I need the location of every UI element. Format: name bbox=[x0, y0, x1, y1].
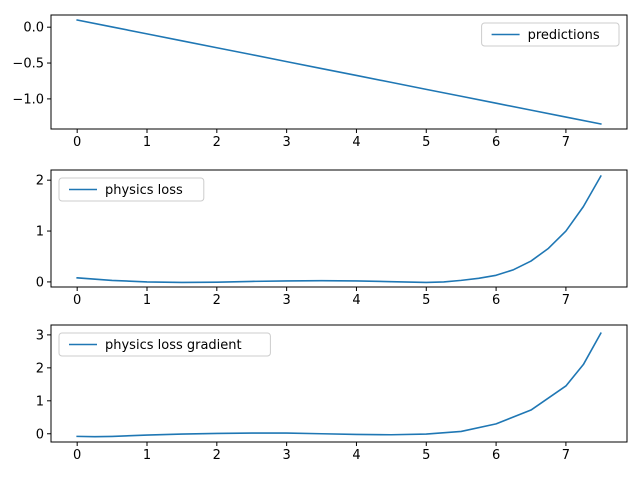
x-tick-label: 0 bbox=[73, 448, 81, 463]
y-tick-label: 0 bbox=[36, 427, 44, 442]
legend-label: physics loss gradient bbox=[105, 338, 242, 353]
x-tick-label: 6 bbox=[492, 448, 500, 463]
legend-label: predictions bbox=[528, 28, 600, 43]
x-tick-label: 2 bbox=[213, 135, 221, 150]
x-tick-label: 4 bbox=[352, 448, 360, 463]
x-tick-label: 6 bbox=[492, 293, 500, 308]
x-tick-label: 0 bbox=[73, 135, 81, 150]
y-tick-label: 0 bbox=[36, 275, 44, 290]
x-tick-label: 5 bbox=[422, 293, 430, 308]
x-tick-label: 1 bbox=[143, 135, 151, 150]
legend: physics loss bbox=[59, 178, 204, 201]
x-tick-label: 2 bbox=[213, 293, 221, 308]
y-tick-label: −0.5 bbox=[12, 57, 44, 72]
x-tick-label: 2 bbox=[213, 448, 221, 463]
legend: physics loss gradient bbox=[59, 333, 270, 356]
x-tick-label: 1 bbox=[143, 448, 151, 463]
x-tick-label: 1 bbox=[143, 293, 151, 308]
x-tick-label: 7 bbox=[562, 448, 570, 463]
legend-label: physics loss bbox=[105, 183, 183, 198]
y-tick-label: 2 bbox=[36, 174, 44, 189]
y-tick-label: 1 bbox=[36, 225, 44, 240]
x-tick-label: 7 bbox=[562, 293, 570, 308]
x-tick-label: 7 bbox=[562, 135, 570, 150]
x-tick-label: 0 bbox=[73, 293, 81, 308]
legend: predictions bbox=[482, 23, 619, 46]
x-tick-label: 3 bbox=[282, 293, 290, 308]
x-tick-label: 5 bbox=[422, 135, 430, 150]
x-tick-label: 6 bbox=[492, 135, 500, 150]
x-tick-label: 3 bbox=[282, 135, 290, 150]
y-tick-label: 1 bbox=[36, 394, 44, 409]
y-tick-label: 0.0 bbox=[23, 21, 44, 36]
y-tick-label: −1.0 bbox=[12, 92, 44, 107]
x-tick-label: 4 bbox=[352, 293, 360, 308]
y-tick-label: 2 bbox=[36, 361, 44, 376]
x-tick-label: 4 bbox=[352, 135, 360, 150]
x-tick-label: 5 bbox=[422, 448, 430, 463]
x-tick-label: 3 bbox=[282, 448, 290, 463]
y-tick-label: 3 bbox=[36, 328, 44, 343]
